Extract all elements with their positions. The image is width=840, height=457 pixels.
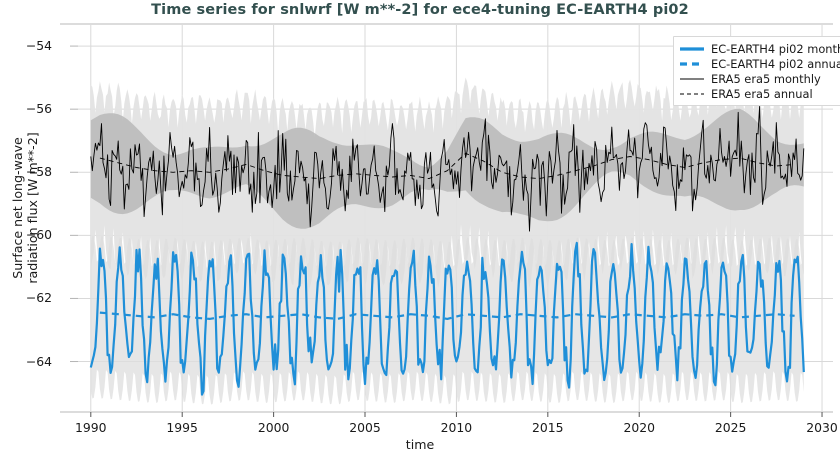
y-tick-label: −54 [25,38,52,54]
x-tick-label: 1995 [166,420,198,435]
legend-line-icon [679,43,705,55]
legend-label: EC-EARTH4 pi02 monthly [711,41,840,56]
legend-line-icon [679,58,705,70]
y-tick-label: −58 [25,164,52,180]
legend-item: ERA5 era5 annual [679,86,840,101]
y-tick-label: −56 [25,101,52,117]
y-tick-label: −64 [25,353,52,369]
y-axis-label-wrapper: Surface net long-wave radiation flux [W … [0,0,40,412]
series-line [99,152,795,180]
series-line [90,106,805,232]
x-tick-label: 2010 [440,420,473,435]
y-axis-label-line2: radiation flux [W m**-2] [25,132,40,284]
x-tick-label: 2025 [714,420,747,435]
x-tick-label: 2030 [806,420,838,435]
legend-item: EC-EARTH4 pi02 monthly [679,41,840,56]
series-line [89,241,805,396]
axis-tickmarks [70,45,823,417]
legend-label: ERA5 era5 annual [711,86,813,101]
data-series [89,106,805,396]
legend-line-icon [679,88,705,100]
x-tick-label: 2020 [623,420,655,435]
chart-title: Time series for snlwrf [W m**-2] for ece… [151,2,689,18]
y-tick-label: −60 [25,227,52,243]
x-tick-label: 2015 [532,420,564,435]
legend-item: ERA5 era5 monthly [679,71,840,86]
series-line [99,311,795,320]
legend-label: EC-EARTH4 pi02 annual [711,56,840,71]
x-tick-label: 2000 [257,420,290,435]
legend-label: ERA5 era5 monthly [711,71,821,86]
y-axis-label-line1: Surface net long-wave [10,137,25,279]
y-axis-label: Surface net long-wave radiation flux [W … [10,38,40,378]
y-tick-label: −62 [25,290,52,306]
chart-legend: EC-EARTH4 pi02 monthly EC-EARTH4 pi02 ann… [673,36,840,106]
x-tick-label: 2005 [349,420,381,435]
legend-item: EC-EARTH4 pi02 annual [679,56,840,71]
axis-spines [60,23,833,413]
x-tick-label: 1990 [75,420,107,435]
x-axis-label: time [405,437,435,452]
legend-line-icon [679,73,705,85]
